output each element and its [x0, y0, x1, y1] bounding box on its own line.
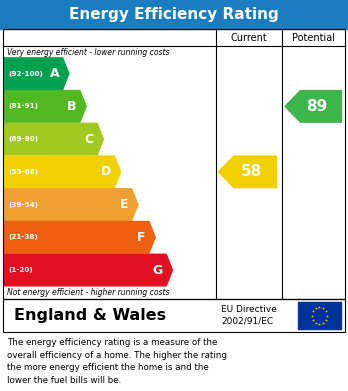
- Text: (92-100): (92-100): [8, 71, 43, 77]
- Polygon shape: [4, 156, 121, 188]
- Polygon shape: [4, 91, 86, 122]
- Text: E: E: [120, 198, 128, 211]
- Text: Very energy efficient - lower running costs: Very energy efficient - lower running co…: [7, 47, 169, 57]
- Text: EU Directive
2002/91/EC: EU Directive 2002/91/EC: [221, 305, 277, 326]
- Text: D: D: [101, 165, 111, 178]
- Text: England & Wales: England & Wales: [14, 308, 166, 323]
- Text: (21-38): (21-38): [8, 234, 38, 240]
- Text: 89: 89: [306, 99, 327, 114]
- Text: A: A: [49, 67, 59, 80]
- Text: Potential: Potential: [292, 32, 335, 43]
- Text: The energy efficiency rating is a measure of the
overall efficiency of a home. T: The energy efficiency rating is a measur…: [7, 339, 227, 385]
- Text: (55-68): (55-68): [8, 169, 39, 175]
- Text: G: G: [152, 264, 163, 276]
- Bar: [298, 302, 341, 329]
- Polygon shape: [4, 58, 69, 90]
- Text: (1-20): (1-20): [8, 267, 33, 273]
- Bar: [3, 299, 345, 332]
- Bar: [3, 29, 345, 299]
- Bar: [0, 0, 348, 29]
- Text: (39-54): (39-54): [8, 202, 38, 208]
- Text: (69-80): (69-80): [8, 136, 39, 142]
- Polygon shape: [4, 189, 138, 221]
- Text: C: C: [85, 133, 94, 145]
- Polygon shape: [4, 222, 155, 253]
- Polygon shape: [219, 156, 277, 188]
- Text: (81-91): (81-91): [8, 103, 38, 109]
- Text: Energy Efficiency Rating: Energy Efficiency Rating: [69, 7, 279, 22]
- Polygon shape: [4, 254, 173, 286]
- Text: Current: Current: [230, 32, 267, 43]
- Polygon shape: [4, 123, 103, 155]
- Polygon shape: [285, 91, 341, 122]
- Text: F: F: [137, 231, 145, 244]
- Text: Not energy efficient - higher running costs: Not energy efficient - higher running co…: [7, 288, 169, 298]
- Text: B: B: [67, 100, 77, 113]
- Text: 58: 58: [240, 164, 262, 179]
